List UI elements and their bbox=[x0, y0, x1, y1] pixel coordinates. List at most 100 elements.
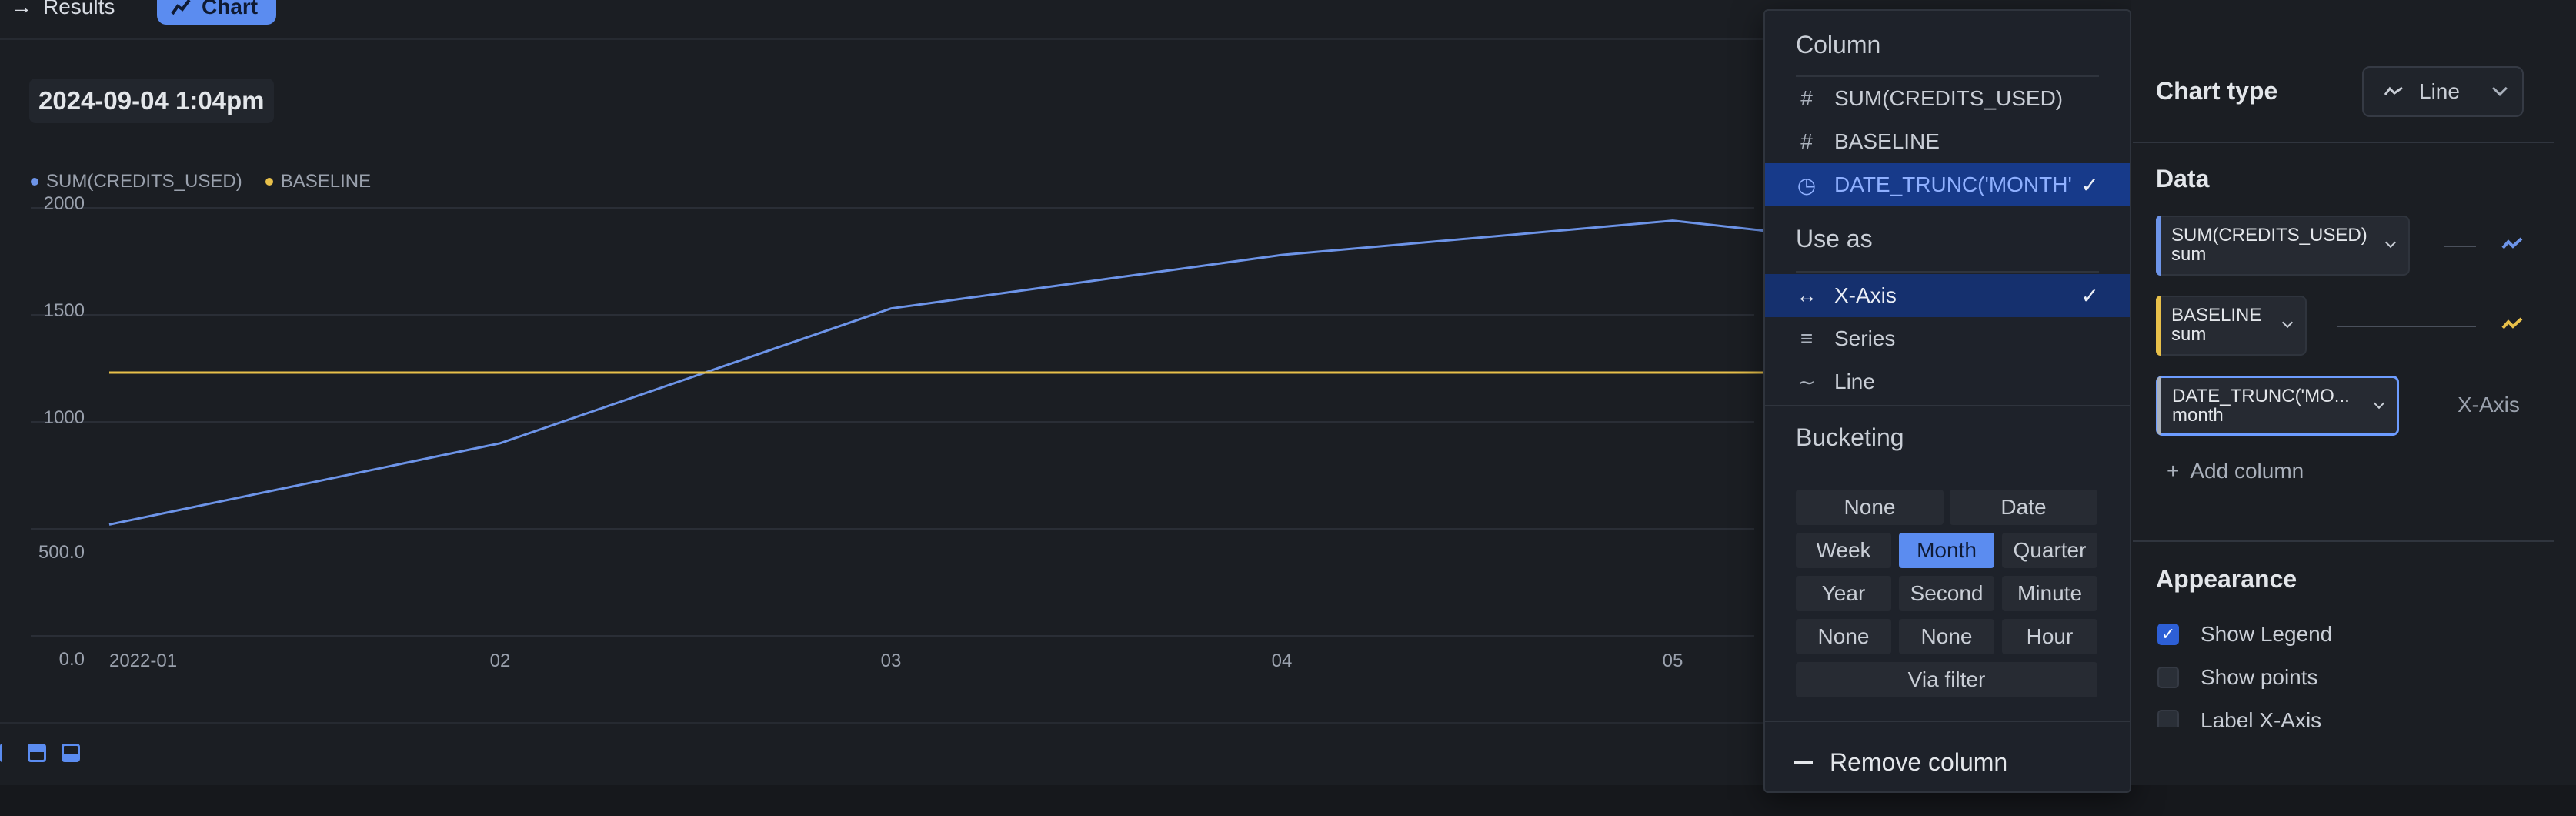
checkbox-checked[interactable]: ✓ bbox=[2157, 624, 2179, 645]
column-dropdown: Column # SUM(CREDITS_USED) # BASELINE ◷ … bbox=[1763, 9, 2131, 793]
column-accent bbox=[2156, 216, 2161, 276]
bucket-month[interactable]: Month bbox=[1899, 533, 1994, 568]
divider bbox=[1796, 271, 2099, 273]
checkbox[interactable] bbox=[2157, 710, 2179, 727]
column-name: DATE_TRUNC('MO... bbox=[2172, 386, 2350, 406]
column-option-label: DATE_TRUNC('MONTH' bbox=[1834, 172, 2072, 196]
series-icon: ≡ bbox=[1800, 326, 1814, 350]
chevron-style-icon-yellow[interactable] bbox=[2501, 316, 2524, 334]
y-tick-label: 0.0 bbox=[59, 649, 85, 670]
legend-item-baseline[interactable]: BASELINE bbox=[265, 171, 371, 192]
panel-top-icon[interactable] bbox=[28, 744, 46, 762]
column-aggregation: sum bbox=[2171, 244, 2207, 265]
bottom-divider bbox=[0, 722, 2127, 724]
option-label: Show points bbox=[2201, 665, 2318, 689]
series-line bbox=[108, 219, 1770, 526]
series-line-swatch bbox=[2444, 246, 2476, 247]
hash-icon: # bbox=[1800, 86, 1813, 110]
column-role-label: X-Axis bbox=[2458, 393, 2520, 416]
arrow-right-icon: → bbox=[11, 0, 32, 18]
minus-icon bbox=[1794, 761, 1813, 764]
y-tick-label: 2000 bbox=[44, 193, 85, 214]
legend-dot bbox=[31, 178, 38, 186]
x-tick-label: 04 bbox=[1272, 650, 1293, 671]
appearance-section-label: Appearance bbox=[2156, 565, 2297, 593]
legend-dot bbox=[265, 178, 273, 186]
y-tick-label: 500.0 bbox=[38, 542, 85, 563]
column-accent bbox=[2157, 376, 2161, 435]
x-tick-label: 02 bbox=[490, 650, 511, 671]
line-icon: ∼ bbox=[1797, 370, 1816, 394]
use-as-label: X-Axis bbox=[1834, 283, 1897, 307]
data-column-date-trunc[interactable]: DATE_TRUNC('MO... month bbox=[2156, 376, 2399, 436]
bucket-none-2[interactable]: None bbox=[1796, 619, 1891, 654]
use-as-series[interactable]: ≡ Series bbox=[1765, 317, 2130, 360]
data-column-baseline[interactable]: BASELINE sum bbox=[2156, 296, 2307, 356]
bucket-minute[interactable]: Minute bbox=[2002, 576, 2097, 611]
remove-column-button[interactable]: Remove column bbox=[1794, 748, 2007, 777]
divider bbox=[2133, 142, 2554, 143]
bucket-year[interactable]: Year bbox=[1796, 576, 1891, 611]
bucket-week[interactable]: Week bbox=[1796, 533, 1891, 568]
bucket-quarter[interactable]: Quarter bbox=[2002, 533, 2097, 568]
chart-type-label: Chart type bbox=[2156, 77, 2278, 105]
x-axis-icon: ↔ bbox=[1796, 283, 1817, 307]
bucket-via-filter[interactable]: Via filter bbox=[1796, 662, 2097, 697]
add-column-button[interactable]: + Add column bbox=[2167, 459, 2304, 483]
tab-results-label: Results bbox=[43, 0, 115, 18]
chevron-down-icon bbox=[2492, 81, 2508, 96]
tab-chart[interactable]: Chart bbox=[157, 0, 277, 25]
column-name: BASELINE bbox=[2171, 305, 2262, 326]
chart-legend: SUM(CREDITS_USED) BASELINE bbox=[31, 171, 371, 192]
column-option-baseline[interactable]: # BASELINE bbox=[1765, 120, 2130, 163]
data-column-credits[interactable]: SUM(CREDITS_USED) sum bbox=[2156, 216, 2410, 276]
option-show-legend[interactable]: ✓ Show Legend bbox=[2157, 622, 2332, 647]
use-as-label: Line bbox=[1834, 370, 1875, 393]
use-as-x-axis[interactable]: ↔ X-Axis ✓ bbox=[1765, 274, 2130, 317]
x-tick-label: 03 bbox=[881, 650, 902, 671]
divider bbox=[2133, 540, 2554, 542]
x-tick-label: 05 bbox=[1663, 650, 1683, 671]
legend-label: BASELINE bbox=[280, 171, 372, 192]
option-label-x-axis[interactable]: Label X-Axis bbox=[2157, 708, 2321, 727]
option-label: Label X-Axis bbox=[2201, 708, 2322, 727]
bucket-none[interactable]: None bbox=[1796, 490, 1944, 525]
chart-type-select[interactable]: Line bbox=[2362, 66, 2524, 117]
x-tick-label: 2022-01 bbox=[109, 650, 177, 671]
divider bbox=[1765, 721, 2130, 722]
divider bbox=[1765, 405, 2130, 406]
tab-chart-label: Chart bbox=[202, 0, 259, 18]
option-show-points[interactable]: Show points bbox=[2157, 665, 2318, 690]
tab-results[interactable]: → Results bbox=[11, 0, 115, 25]
column-option-date-trunc[interactable]: ◷ DATE_TRUNC('MONTH' ✓ bbox=[1765, 163, 2130, 206]
column-option-credits[interactable]: # SUM(CREDITS_USED) bbox=[1765, 77, 2130, 120]
column-name: SUM(CREDITS_USED) bbox=[2171, 225, 2367, 246]
chart-type-value: Line bbox=[2419, 79, 2460, 103]
use-as-line[interactable]: ∼ Line bbox=[1765, 360, 2130, 403]
bucket-hour[interactable]: Hour bbox=[2002, 619, 2097, 654]
column-section-title: Column bbox=[1796, 31, 1881, 59]
options-scroll-clip: Label X-Axis bbox=[2131, 701, 2576, 727]
divider bbox=[1796, 75, 2099, 77]
data-section-label: Data bbox=[2156, 165, 2210, 192]
bucket-second[interactable]: Second bbox=[1899, 576, 1994, 611]
check-icon: ✓ bbox=[2080, 172, 2099, 197]
column-option-label: BASELINE bbox=[1834, 129, 1940, 153]
y-tick-label: 1500 bbox=[44, 300, 85, 321]
bucket-none-3[interactable]: None bbox=[1899, 619, 1994, 654]
legend-item-credits[interactable]: SUM(CREDITS_USED) bbox=[31, 171, 242, 192]
panel-bottom-icon[interactable] bbox=[62, 744, 80, 762]
use-as-label: Series bbox=[1834, 326, 1896, 350]
line-chart-icon bbox=[2384, 86, 2403, 95]
chevron-style-icon-blue[interactable] bbox=[2501, 236, 2524, 254]
add-column-label: Add column bbox=[2190, 459, 2304, 483]
y-tick-label: 1000 bbox=[44, 407, 85, 428]
check-icon: ✓ bbox=[2080, 283, 2099, 308]
panel-left-icon[interactable] bbox=[0, 744, 5, 762]
bucket-date[interactable]: Date bbox=[1950, 490, 2097, 525]
plus-icon: + bbox=[2167, 459, 2180, 483]
column-option-label: SUM(CREDITS_USED) bbox=[1834, 86, 2064, 110]
checkbox[interactable] bbox=[2157, 667, 2179, 688]
column-accent bbox=[2156, 296, 2161, 356]
column-aggregation: sum bbox=[2171, 324, 2207, 345]
